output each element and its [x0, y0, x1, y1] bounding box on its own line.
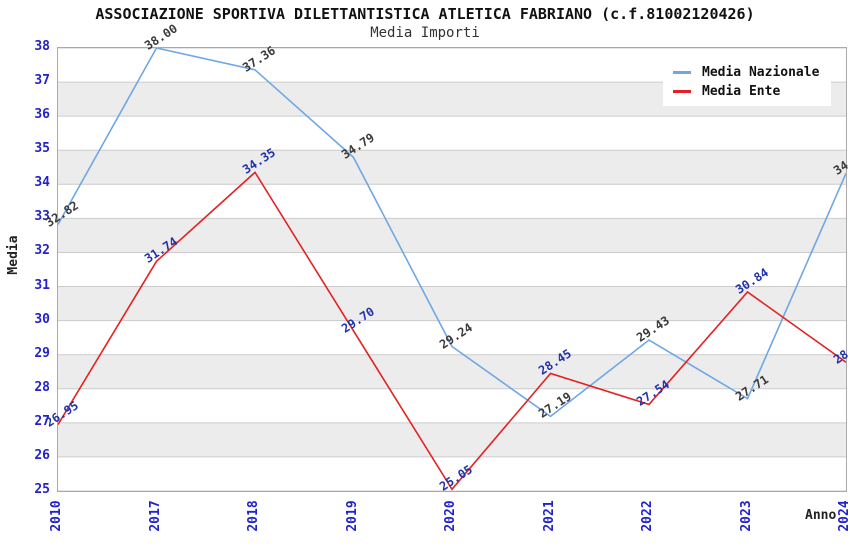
y-tick-label: 32	[34, 243, 50, 259]
y-tick-label: 28	[34, 379, 50, 395]
chart-title: ASSOCIAZIONE SPORTIVA DILETTANTISTICA AT…	[95, 5, 755, 23]
x-tick-label: 2022	[640, 500, 655, 532]
y-tick-label: 34	[34, 175, 50, 191]
x-tick-label: 2021	[541, 500, 557, 532]
x-tick-label: 2020	[443, 500, 458, 532]
y-tick-label: 27	[34, 413, 50, 429]
x-axis-title: Anno	[805, 508, 837, 523]
y-tick-label: 30	[34, 311, 50, 327]
y-tick-label: 25	[34, 482, 50, 497]
y-tick-label: 33	[34, 209, 50, 225]
chart-subtitle: Media Importi	[370, 25, 480, 41]
legend-item-nazionale: Media Nazionale	[673, 63, 819, 82]
grid-band	[58, 218, 846, 253]
y-tick-label: 38	[34, 39, 50, 54]
plot-area: 32.82 38.00 37.36 34.79 29.24 27.19 29.43 27.71…	[43, 21, 850, 494]
x-tick-label: 2019	[344, 500, 360, 532]
legend-item-ente: Media Ente	[673, 82, 819, 101]
grid-band	[58, 354, 846, 389]
plot-canvas	[58, 48, 846, 491]
grid-band	[58, 286, 846, 321]
y-tick-label: 36	[34, 107, 50, 123]
y-tick-label: 29	[34, 345, 50, 361]
x-tick-label: 2023	[738, 500, 754, 532]
x-tick-label: 2024	[837, 500, 850, 532]
x-tick-label: 2017	[147, 500, 163, 532]
series-line-ente	[58, 171, 846, 491]
y-tick-label: 35	[34, 141, 50, 157]
legend-swatch-ente-icon	[673, 90, 691, 93]
x-tick-label: 2010	[49, 500, 64, 532]
grid-band	[58, 422, 846, 457]
y-tick-label: 26	[34, 447, 50, 463]
grid-band	[58, 150, 846, 185]
series-line-nazionale	[58, 48, 846, 418]
x-tick-label: 2018	[246, 500, 261, 532]
legend-label-ente: Media Ente	[702, 84, 781, 99]
y-tick-label: 37	[34, 73, 50, 89]
y-tick-label: 31	[34, 277, 50, 293]
legend-label-nazionale: Media Nazionale	[702, 65, 820, 80]
legend-swatch-nazionale-icon	[673, 71, 691, 74]
legend: Media Nazionale Media Ente	[663, 58, 832, 106]
